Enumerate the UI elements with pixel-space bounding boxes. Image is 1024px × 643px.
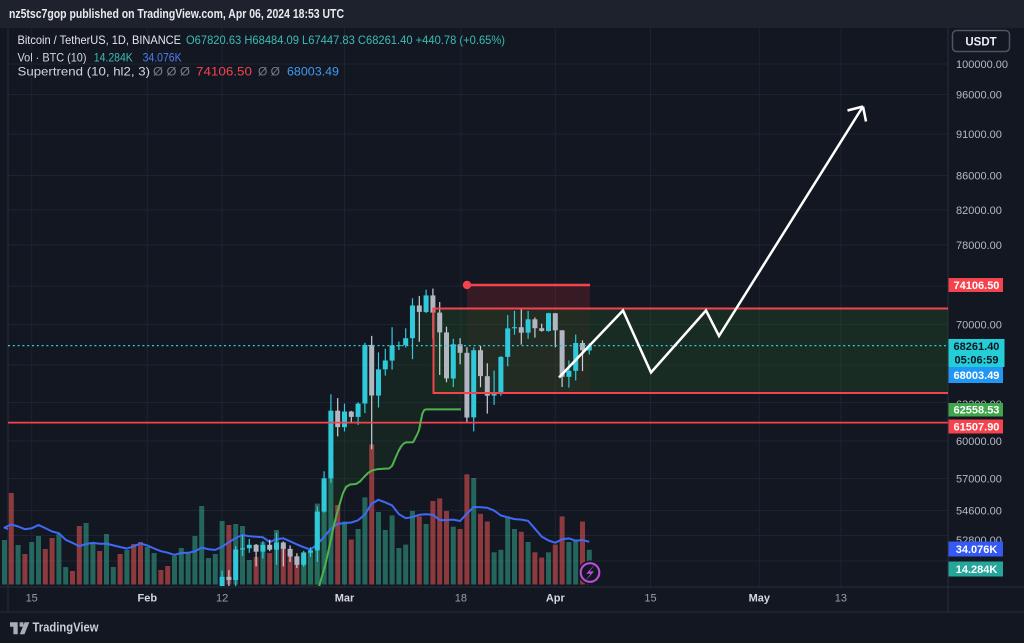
- svg-text:100000.00: 100000.00: [956, 59, 1008, 71]
- svg-text:Supertrend (10, hl2, 3): Supertrend (10, hl2, 3): [18, 65, 151, 79]
- svg-text:91000.00: 91000.00: [956, 129, 1002, 141]
- svg-text:18: 18: [455, 593, 467, 605]
- svg-text:74106.50: 74106.50: [196, 65, 252, 79]
- svg-text:12: 12: [216, 593, 228, 605]
- svg-text:34.076K: 34.076K: [956, 544, 998, 556]
- svg-text:96000.00: 96000.00: [956, 89, 1002, 101]
- svg-text:14.284K: 14.284K: [956, 564, 998, 576]
- svg-text:86000.00: 86000.00: [956, 170, 1002, 182]
- svg-text:O67820.63 H68484.09 L67447.83: O67820.63 H68484.09 L67447.83 C68261.40 …: [186, 33, 505, 47]
- svg-text:78000.00: 78000.00: [956, 240, 1002, 252]
- svg-text:05:06:59: 05:06:59: [954, 354, 998, 366]
- svg-text:Feb: Feb: [138, 593, 158, 605]
- svg-text:Vol · BTC (10): Vol · BTC (10): [18, 51, 87, 65]
- svg-text:13: 13: [835, 593, 847, 605]
- svg-text:Apr: Apr: [546, 593, 566, 605]
- svg-text:68003.49: 68003.49: [954, 370, 1000, 382]
- svg-text:60000.00: 60000.00: [956, 436, 1002, 448]
- svg-text:Mar: Mar: [335, 593, 355, 605]
- svg-text:USDT: USDT: [965, 37, 996, 49]
- svg-text:57000.00: 57000.00: [956, 473, 1002, 485]
- svg-text:Ø Ø Ø: Ø Ø Ø: [153, 65, 190, 79]
- svg-text:54600.00: 54600.00: [956, 505, 1002, 517]
- svg-text:Bitcoin / TetherUS, 1D, BINANC: Bitcoin / TetherUS, 1D, BINANCE: [18, 33, 182, 47]
- svg-text:Ø Ø: Ø Ø: [258, 65, 280, 79]
- svg-text:61507.90: 61507.90: [954, 421, 1000, 433]
- svg-text:82000.00: 82000.00: [956, 205, 1002, 217]
- svg-text:34.076K: 34.076K: [143, 51, 182, 65]
- svg-text:14.284K: 14.284K: [94, 51, 133, 65]
- svg-text:70000.00: 70000.00: [956, 319, 1002, 331]
- svg-text:68003.49: 68003.49: [287, 65, 339, 79]
- svg-text:74106.50: 74106.50: [954, 280, 1000, 292]
- svg-text:nz5tsc7gop published on Tradin: nz5tsc7gop published on TradingView.com,…: [9, 7, 344, 21]
- svg-text:May: May: [749, 593, 771, 605]
- svg-text:68261.40: 68261.40: [954, 341, 1000, 353]
- svg-text:15: 15: [644, 593, 656, 605]
- svg-text:TradingView: TradingView: [33, 621, 99, 635]
- svg-text:62558.53: 62558.53: [954, 405, 1000, 417]
- svg-text:15: 15: [26, 593, 38, 605]
